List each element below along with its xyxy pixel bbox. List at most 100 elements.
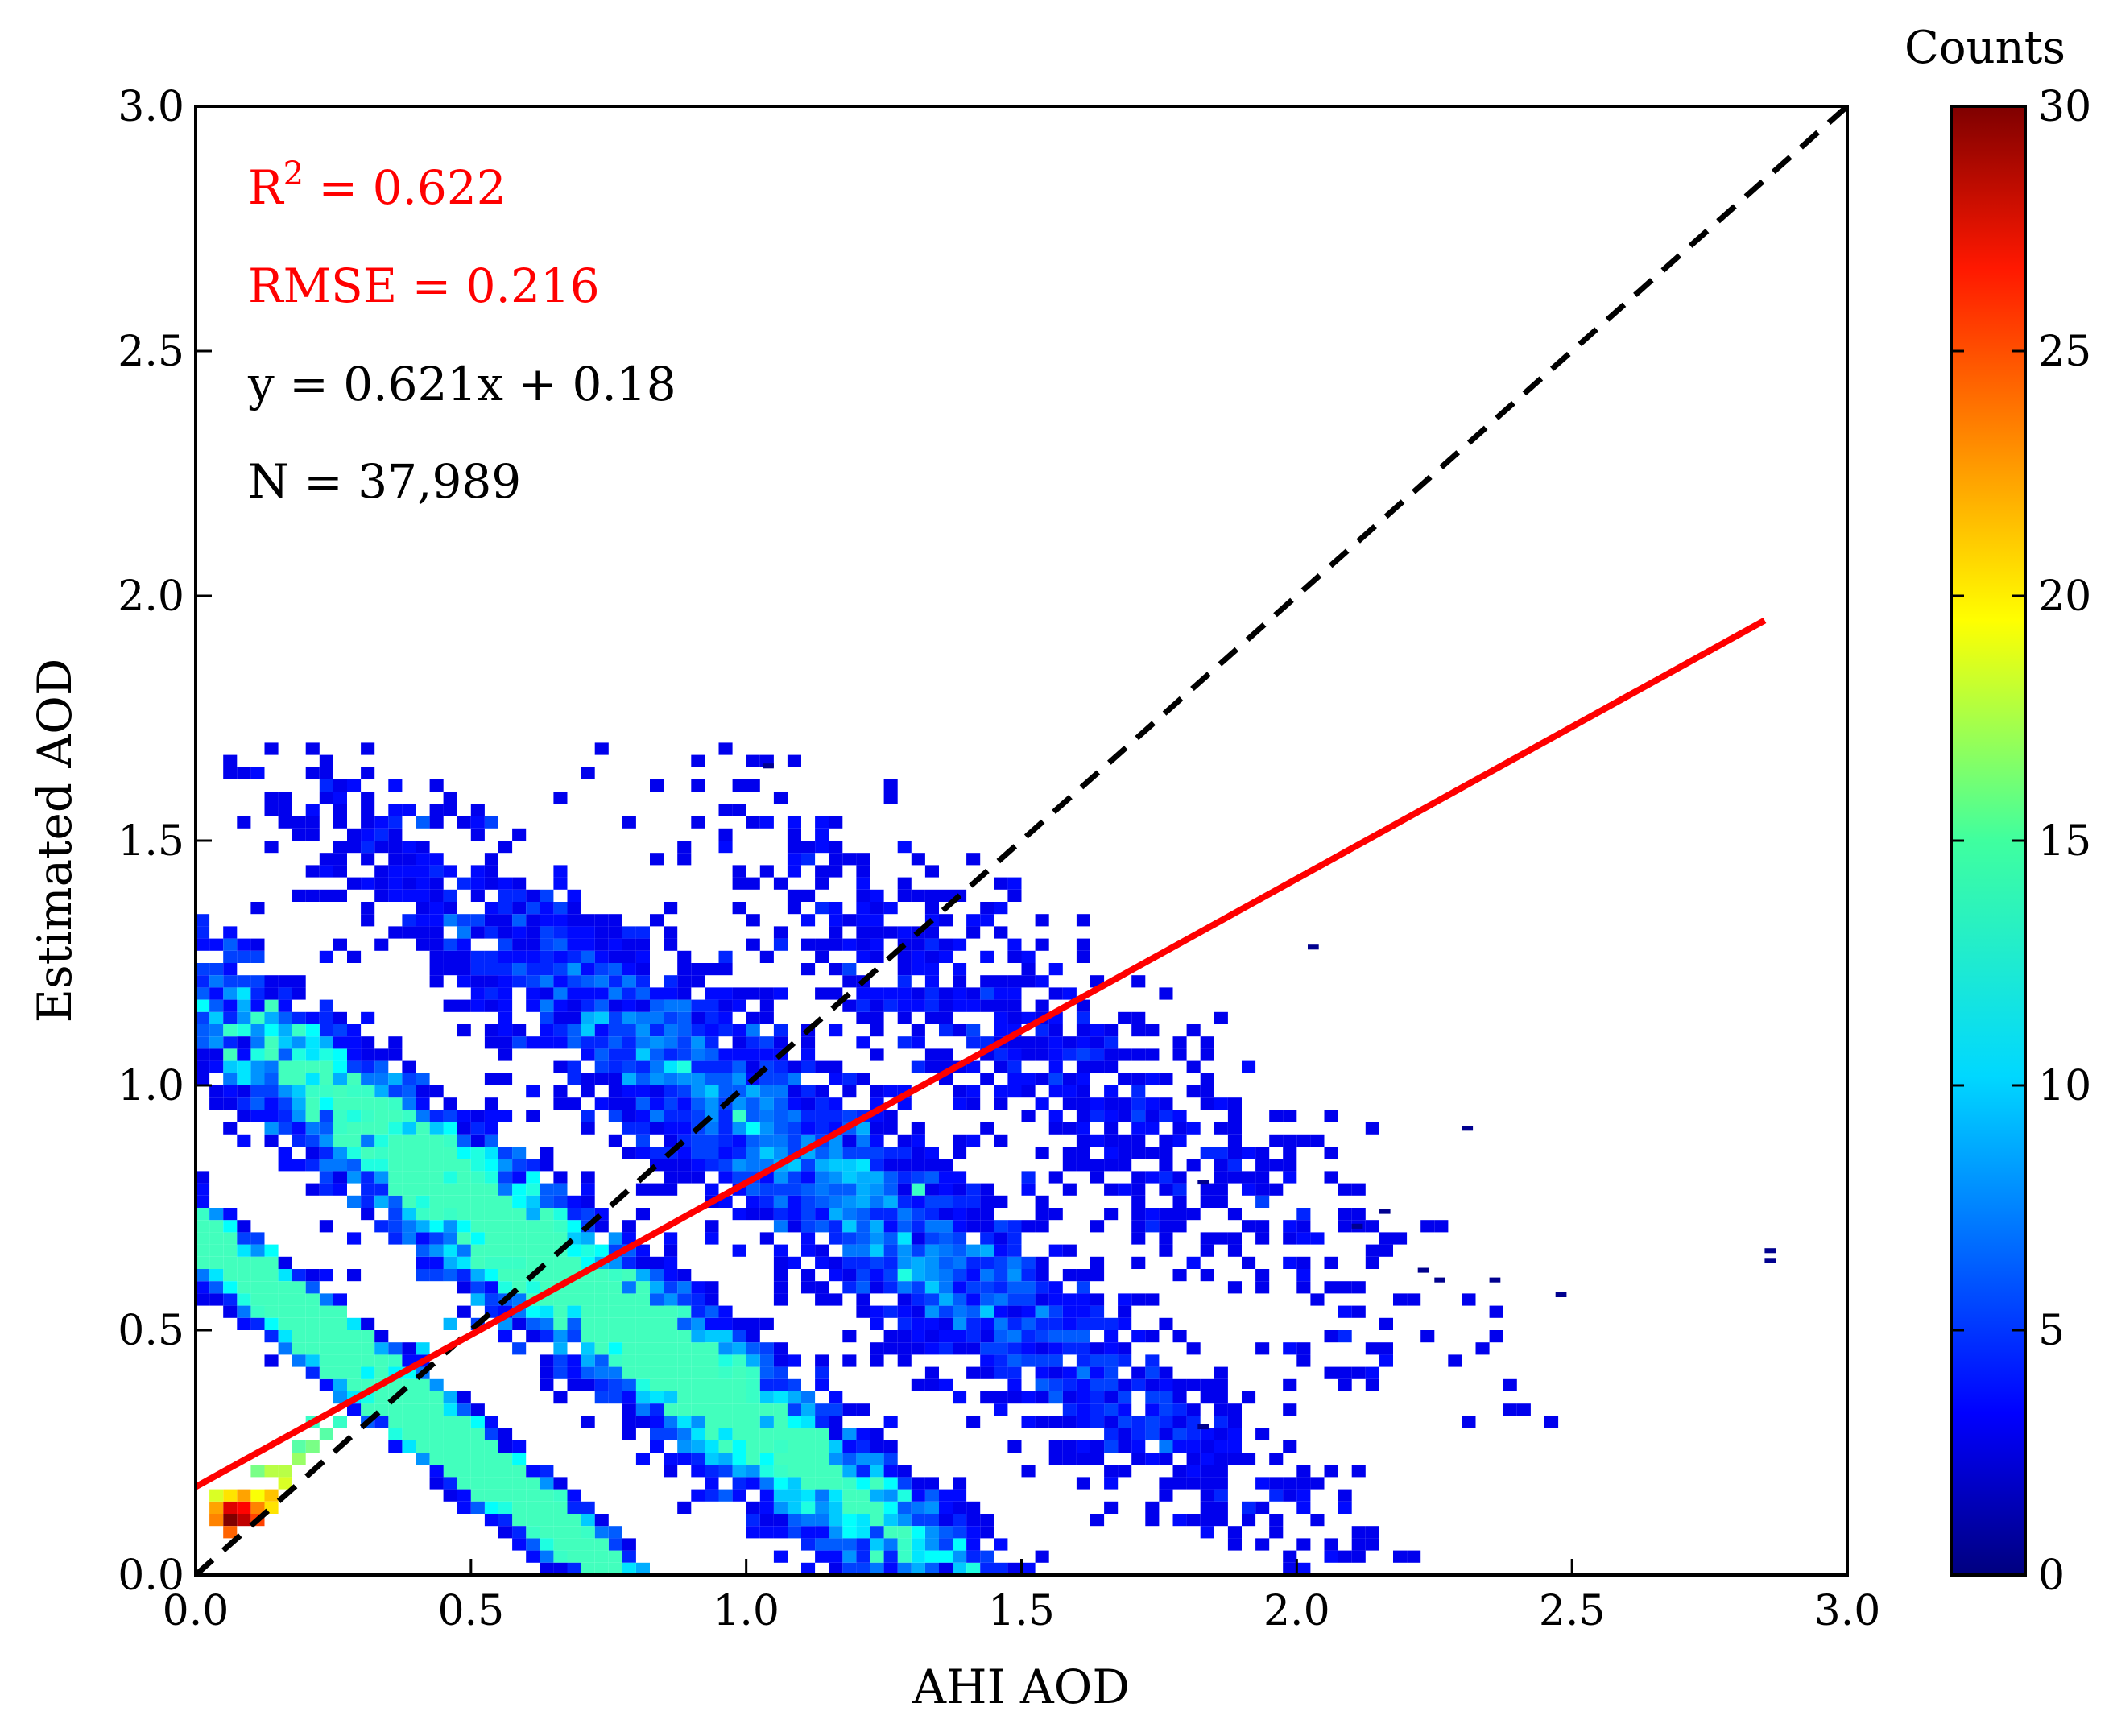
density-cell [953,938,967,951]
density-cell [705,1220,719,1233]
density-cell [1131,1147,1146,1159]
density-cell [361,828,375,841]
density-cell [347,1147,362,1159]
density-cell [732,1391,746,1404]
density-cell [1007,1378,1022,1391]
density-cell [553,1501,568,1514]
density-cell [567,1562,581,1575]
density-cell [594,1220,609,1233]
density-cell [691,1416,705,1428]
density-cell [1118,1342,1132,1355]
density-cell [223,1220,238,1233]
density-cell [650,1366,664,1379]
density-cell [980,1550,994,1563]
density-cell [305,1342,320,1355]
density-cell [801,914,816,927]
density-cell [1310,1514,1325,1527]
density-cell [1076,1403,1090,1416]
density-cell [953,1269,967,1282]
density-cell [1227,1122,1242,1135]
density-cell [540,902,554,915]
density-cell [897,1526,912,1539]
density-cell [1338,1550,1352,1563]
density-cell [897,1232,912,1245]
density-cell [1351,1550,1366,1563]
density-cell [718,1085,733,1098]
density-cell [402,1134,416,1147]
density-cell [650,853,664,866]
density-cell [512,1317,527,1330]
density-cell [759,1011,774,1024]
density-cell [856,1501,870,1514]
density-cell [870,1317,884,1330]
density-cell [635,1147,650,1159]
density-cell [1090,1293,1105,1306]
density-cell [883,1489,898,1502]
density-cell [1214,1428,1228,1440]
density-cell [374,1097,389,1110]
density-cell [1283,1256,1297,1269]
density-cell [705,1391,719,1404]
colorbar-title: Counts [1904,22,2065,74]
density-cell [540,1465,554,1478]
density-cell [498,1208,513,1221]
density-cell [1448,1354,1462,1367]
density-cell [484,1195,498,1208]
density-cell [787,1085,801,1098]
y-tick-label: 2.5 [118,328,184,376]
density-cell [292,1097,306,1110]
density-cell [1062,1244,1077,1257]
outlier-point [1197,1424,1209,1430]
density-cell [815,1416,829,1428]
density-cell [1076,1085,1090,1098]
density-cell [498,902,513,915]
density-cell [994,1305,1008,1318]
density-cell [897,1281,912,1294]
density-cell [622,1317,636,1330]
density-cell [732,902,746,915]
density-cell [388,828,403,841]
density-cell [443,1453,457,1465]
density-cell [209,1024,224,1037]
density-cell [1186,1428,1201,1440]
density-cell [526,1036,540,1049]
density-cell [512,1538,527,1551]
density-cell [664,1232,678,1245]
density-cell [897,1220,912,1233]
density-cell [994,1269,1008,1282]
density-cell [635,1378,650,1391]
density-cell [470,1428,485,1440]
density-cell [1227,1453,1242,1465]
density-cell [911,963,925,976]
density-cell-high [264,1501,279,1514]
density-cell [470,1489,485,1502]
density-cell [305,1330,320,1343]
density-cell [470,999,485,1012]
density-cell [416,865,430,878]
density-cell [567,1354,581,1367]
density-cell [1062,1159,1077,1172]
density-cell [635,1366,650,1379]
density-cell [773,1281,788,1294]
density-cell [361,1208,375,1221]
density-cell [209,1085,224,1098]
density-cell [677,1416,692,1428]
density-cell [664,1183,678,1196]
density-cell [416,1097,430,1110]
colorbar-tick-label: 15 [2038,817,2091,866]
density-cell [484,902,498,915]
density-cell [732,1465,746,1478]
density-cell [374,1134,389,1147]
density-cell [1296,1489,1311,1502]
density-cell [1227,1538,1242,1551]
density-cell [250,999,265,1012]
density-cell [484,1281,498,1294]
density-cell [911,938,925,951]
density-cell [594,938,609,951]
density-cell [1035,1317,1049,1330]
density-cell [650,1378,664,1391]
density-cell [223,987,238,1000]
density-cell [773,1208,788,1221]
density-cell [1351,1305,1366,1318]
density-cell [1090,1440,1105,1453]
